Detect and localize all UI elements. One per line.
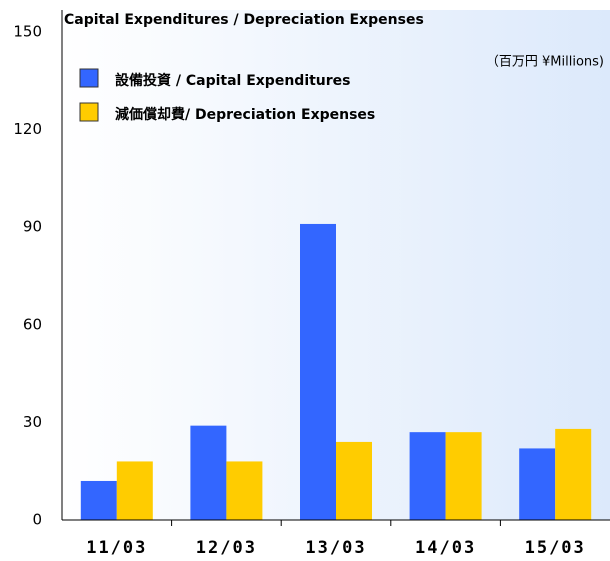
unit-note: （百万円 ¥Millions) — [486, 55, 604, 70]
y-tick-label: 0 — [32, 511, 42, 529]
y-tick-label: 120 — [13, 120, 42, 138]
bar — [190, 425, 227, 520]
x-tick-label: 11/03 — [86, 538, 147, 558]
bar — [116, 461, 153, 520]
y-tick-label: 60 — [23, 315, 42, 333]
legend-swatch — [79, 102, 99, 122]
y-tick-label: 90 — [23, 218, 42, 236]
x-tick-label: 15/03 — [525, 538, 586, 558]
y-tick-label: 30 — [23, 413, 42, 431]
x-tick-label: 14/03 — [415, 538, 476, 558]
bar — [409, 432, 446, 520]
legend-label: 減価償却費/ Depreciation Expenses — [115, 106, 375, 123]
y-tick-label: 150 — [13, 23, 42, 41]
bar — [555, 428, 592, 520]
bar — [226, 461, 263, 520]
x-tick-label: 13/03 — [305, 538, 366, 558]
bar — [445, 432, 482, 520]
bar — [519, 448, 556, 520]
chart-title: Capital Expenditures / Depreciation Expe… — [64, 12, 424, 28]
legend-label: 設備投資 / Capital Expenditures — [115, 72, 351, 89]
bar — [80, 480, 117, 520]
x-tick-label: 12/03 — [196, 538, 257, 558]
bar — [336, 441, 372, 520]
legend-swatch — [79, 68, 99, 88]
bar — [300, 223, 336, 521]
